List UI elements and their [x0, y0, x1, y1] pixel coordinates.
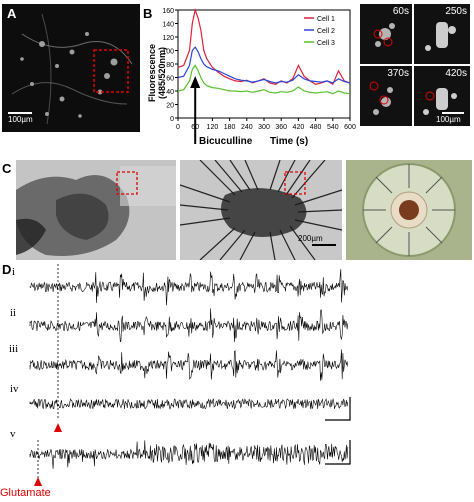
panel-c-letter: C — [2, 161, 12, 176]
trace-label-ii: ii — [10, 307, 17, 319]
x-tick-label: 180 — [224, 124, 236, 131]
panel-c-scale-label: 200µm — [298, 234, 323, 243]
trace-label-i: i — [12, 266, 16, 278]
trace-5 — [29, 440, 349, 469]
x-tick-label: 420 — [293, 124, 305, 131]
panel-b-letter: B — [143, 6, 153, 21]
y-tick-label: 120 — [162, 35, 174, 42]
chart-ylabel: Fluorescence (485/520nm) — [147, 43, 167, 103]
x-tick-label: 0 — [176, 124, 180, 131]
legend-label: Cell 2 — [317, 28, 335, 35]
legend-label: Cell 1 — [317, 16, 335, 23]
panel-c-brightfield — [16, 160, 176, 260]
timelapse-370s: 370s — [360, 66, 412, 126]
trace-label-v: v — [10, 428, 16, 440]
x-tick-label: 480 — [310, 124, 322, 131]
panel-c-scalebar — [312, 244, 336, 246]
x-tick-label: 360 — [275, 124, 287, 131]
trace-label-iv: iv — [10, 383, 19, 395]
bicuculline-arrow-head — [190, 76, 201, 88]
panel-a-texture — [2, 4, 140, 132]
trace-2 — [29, 308, 349, 343]
stimulus-marker-1 — [54, 423, 62, 432]
x-tick-label: 300 — [258, 124, 270, 131]
panel-a-scalebar — [8, 112, 32, 114]
y-tick-label: 140 — [162, 22, 174, 29]
x-tick-label: 120 — [207, 124, 219, 131]
trace-scalebar-1 — [325, 397, 351, 421]
panel-c-electrode-array: 200µm — [180, 160, 342, 260]
panel-c-array-roi-box — [284, 171, 306, 195]
y-tick-label: 60 — [166, 76, 174, 83]
timelapse-250s-label: 250s — [445, 6, 467, 17]
panel-c-roi-box — [116, 171, 138, 195]
glutamate-marker — [34, 477, 42, 486]
timelapse-scalebar — [442, 112, 464, 114]
y-tick-label: 0 — [170, 116, 174, 123]
timelapse-370s-label: 370s — [387, 68, 409, 79]
trace-1 — [29, 269, 349, 306]
timelapse-420s: 420s 100µm — [414, 66, 470, 126]
panel-c-mea-dish — [346, 160, 472, 260]
timelapse-60s-label: 60s — [392, 6, 409, 17]
panel-a-letter: A — [7, 6, 17, 21]
series-line-cell-2 — [177, 46, 351, 84]
trace-4 — [29, 398, 349, 410]
x-tick-label: 600 — [344, 124, 356, 131]
electrophysiology-traces — [29, 264, 351, 486]
y-tick-label: 40 — [166, 89, 174, 96]
timelapse-420s-label: 420s — [445, 68, 467, 79]
panel-d-letter: D — [2, 262, 12, 277]
panel-a-roi-box — [93, 49, 129, 93]
panel-a-image: A 100µm — [2, 4, 140, 132]
chart-xlabel: Time (s) — [270, 136, 309, 147]
legend-label: Cell 3 — [317, 40, 335, 47]
chart-ylabel-wrap: Fluorescence (485/520nm) — [147, 20, 167, 120]
trace-label-iii: iii — [9, 343, 19, 355]
y-tick-label: 20 — [166, 103, 174, 110]
fluorescence-chart: 0204060801001201401600601201802403003604… — [162, 7, 356, 144]
trace-3 — [29, 349, 349, 381]
y-tick-label: 100 — [162, 49, 174, 56]
y-tick-label: 160 — [162, 8, 174, 15]
y-tick-label: 80 — [166, 62, 174, 69]
x-tick-label: 240 — [241, 124, 253, 131]
timelapse-250s: 250s — [414, 4, 470, 64]
chart-drug-label: Bicuculline — [199, 136, 253, 147]
timelapse-scale-label: 100µm — [436, 115, 461, 124]
timelapse-60s: 60s — [360, 4, 412, 64]
panel-a-scale-label: 100µm — [8, 115, 33, 124]
glutamate-label: Glutamate — [0, 487, 51, 499]
x-tick-label: 540 — [327, 124, 339, 131]
series-line-cell-3 — [177, 64, 351, 95]
trace-scalebar-2 — [325, 440, 351, 465]
